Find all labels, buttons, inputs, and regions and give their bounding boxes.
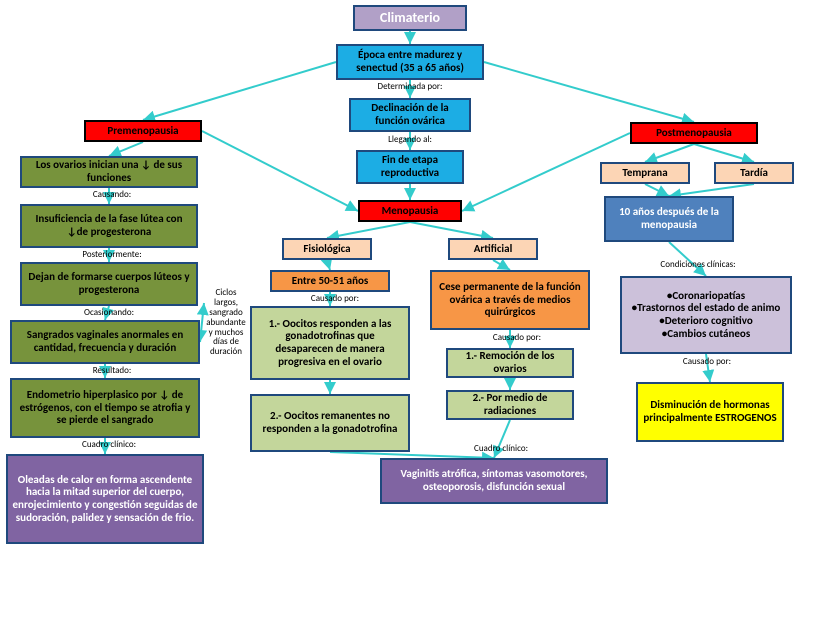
l-causado1: Causado por: <box>290 294 380 304</box>
l-cuadro2: Cuadro clínico: <box>456 444 546 454</box>
l-causado3: Causado por: <box>672 357 742 367</box>
l-llegando: Llegando al: <box>356 135 464 145</box>
n-oocitos2: 2.- Oocitos remanentes no responden a la… <box>250 394 410 452</box>
n-vaginitis: Vaginitis atrófica, síntomas vasomotores… <box>380 458 608 504</box>
n-tardia: Tardía <box>714 162 794 184</box>
n-entre50: Entre 50-51 años <box>270 270 390 292</box>
l-causado2: Causado por: <box>472 333 562 343</box>
n-ovarios-ini: Los ovarios inician una ↓ de sus funcion… <box>20 156 198 188</box>
edge <box>109 142 143 156</box>
n-cese: Cese permanente de la función ovárica a … <box>430 270 590 330</box>
n-remocion: 1.- Remoción de los ovarios <box>446 348 574 378</box>
n-insuf-fase: Insuficiencia de la fase lútea con ↓de p… <box>20 204 198 248</box>
n-artificial: Artificial <box>448 238 538 260</box>
n-fisiologica: Fisiológica <box>282 238 372 260</box>
l-ciclos: Ciclos largos, sangrado abundante y much… <box>204 288 248 357</box>
n-oleadas: Oleadas de calor en forma ascendente hac… <box>6 454 204 544</box>
n-climaterio: Climaterio <box>353 5 467 31</box>
n-disminucion: Disminución de hormonas principalmente E… <box>636 382 784 442</box>
n-dejan: Dejan de formarse cuerpos lúteos y proge… <box>20 262 198 306</box>
l-cuadro1: Cuadro clínico: <box>64 440 154 450</box>
edge <box>410 222 493 238</box>
n-postmeno: Postmenopausia <box>630 122 758 144</box>
n-declinacion: Declinación de la función ovárica <box>349 98 471 132</box>
l-causando1: Causando: <box>72 190 152 200</box>
l-posterior: Posteriormente: <box>62 250 162 260</box>
n-premenopausia: Premenopausia <box>84 120 202 142</box>
n-10anos: 10 años después de la menopausia <box>604 196 734 242</box>
edge <box>143 62 336 120</box>
edge <box>694 144 754 162</box>
l-resultado: Resultado: <box>72 366 152 376</box>
n-epoca: Época entre madurez y senectud (35 a 65 … <box>336 44 484 80</box>
n-coronario: •Coronariopatías •Trastornos del estado … <box>620 276 792 354</box>
edge <box>327 222 410 238</box>
edge <box>669 184 754 196</box>
edge <box>484 62 694 122</box>
edge <box>645 184 669 196</box>
l-ocasionando: Ocasionando: <box>64 308 154 318</box>
n-fin-etapa: Fin de etapa reproductiva <box>356 150 464 184</box>
n-temprana: Temprana <box>600 162 690 184</box>
n-menopausia: Menopausia <box>358 200 462 222</box>
l-determinada: Determinada por: <box>356 82 464 92</box>
n-oocitos1: 1.- Oocitos responden a las gonadotrofin… <box>250 306 410 380</box>
n-endometrio: Endometrio hiperplasico por ↓ de estróge… <box>10 378 200 438</box>
l-condiciones: Condiciones clínicas: <box>632 260 764 270</box>
edge <box>645 144 694 162</box>
edge <box>493 260 510 270</box>
edge <box>202 131 358 211</box>
n-radiaciones: 2.- Por medio de radiaciones <box>446 390 574 420</box>
n-sangrados: Sangrados vaginales anormales en cantida… <box>10 320 200 364</box>
edge <box>327 260 330 270</box>
